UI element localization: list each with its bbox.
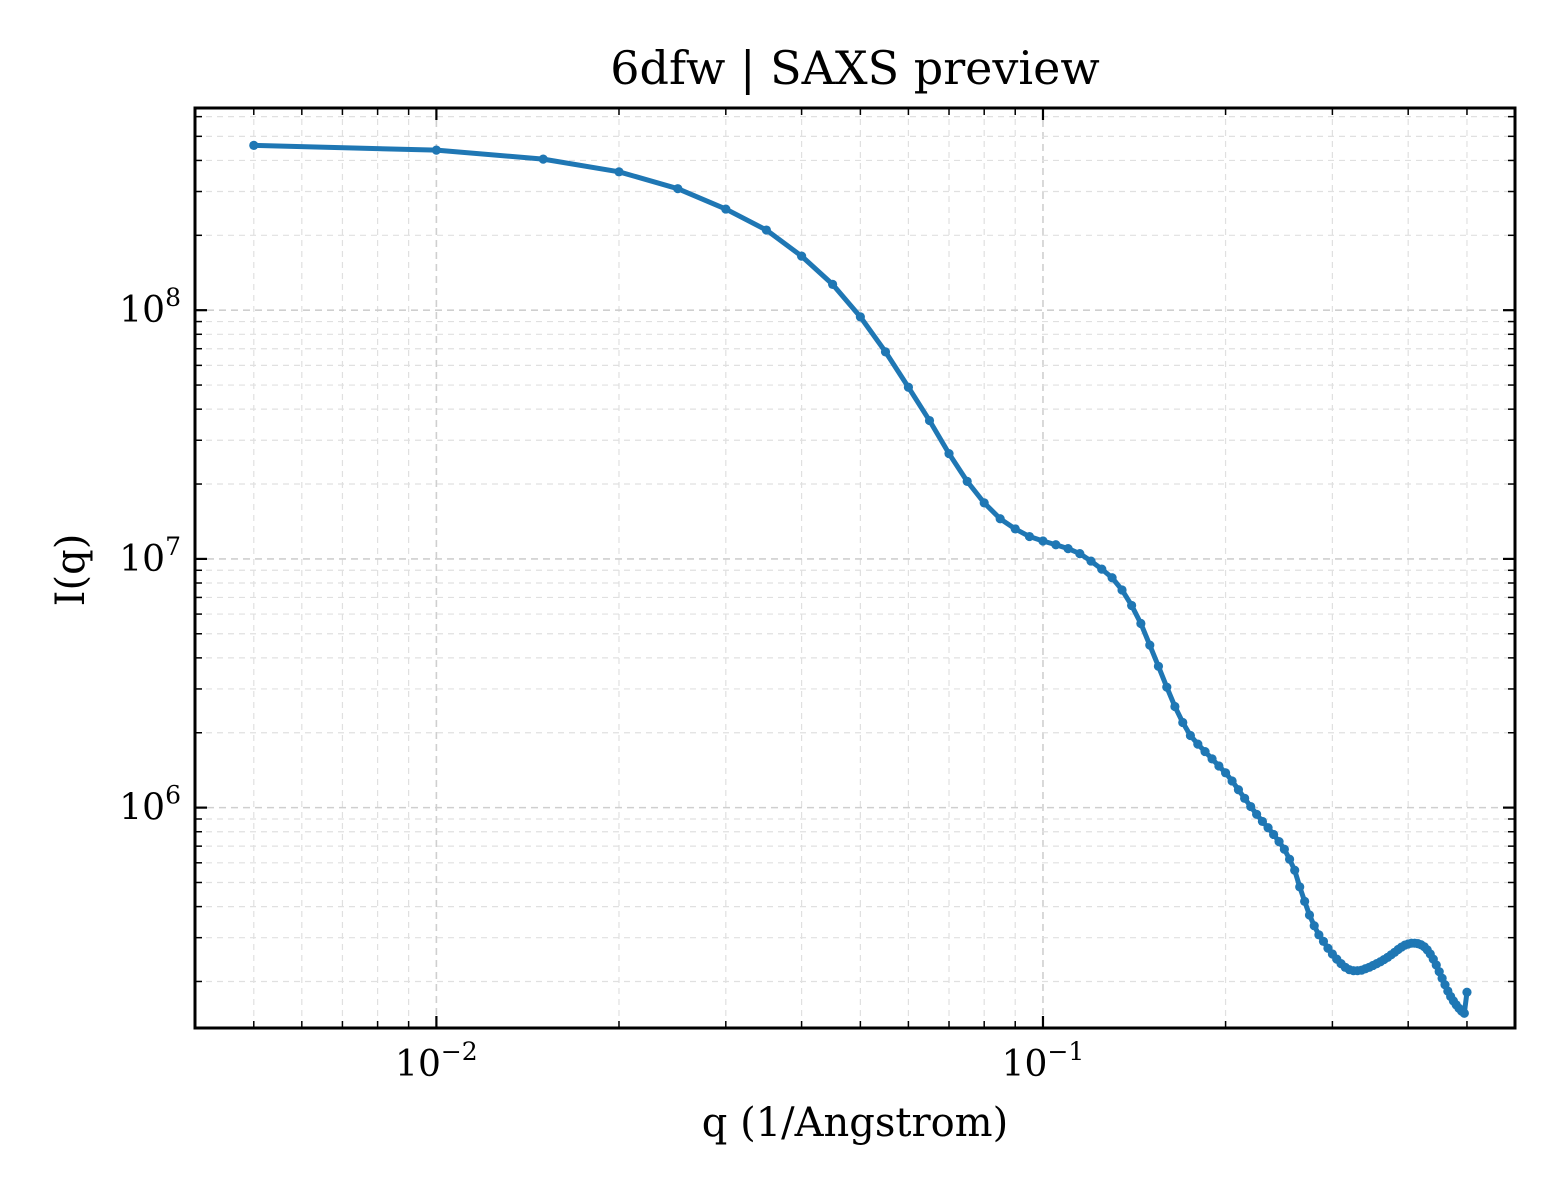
data-point: [1086, 556, 1096, 566]
data-point: [673, 184, 683, 194]
data-point: [924, 415, 935, 426]
x-tick-label: 10−2: [395, 1037, 478, 1085]
data-point: [1309, 921, 1319, 931]
data-point: [828, 279, 838, 289]
data-point: [1117, 585, 1127, 595]
data-point: [1227, 776, 1237, 786]
data-point: [1214, 761, 1224, 771]
data-point: [1314, 930, 1324, 940]
data-point: [1252, 809, 1262, 819]
y-axis-label: I(q): [48, 534, 94, 607]
data-point: [1269, 829, 1279, 840]
data-point: [1300, 896, 1310, 906]
data-point: [1246, 801, 1256, 812]
data-point: [1170, 701, 1180, 712]
data-point: [538, 154, 548, 164]
data-point: [1290, 865, 1300, 875]
data-point: [1318, 936, 1329, 946]
data-point: [1145, 640, 1155, 650]
axis-ticks: [194, 108, 1515, 1028]
data-point: [1240, 793, 1250, 803]
data-point: [1207, 754, 1217, 764]
data-point: [880, 347, 891, 357]
data-point: [1063, 544, 1073, 554]
data-point: [1295, 882, 1305, 892]
data-point: [1274, 837, 1284, 847]
data-point: [1185, 730, 1196, 741]
x-tick-label: 10−1: [1002, 1037, 1085, 1085]
data-point: [1127, 600, 1137, 611]
data-point: [1220, 768, 1231, 778]
data-point: [979, 498, 989, 508]
data-point: [1284, 854, 1295, 864]
data-point: [796, 251, 807, 261]
data-point: [1263, 823, 1273, 833]
data-point: [1107, 573, 1117, 583]
y-tick-label: 108: [119, 283, 181, 331]
x-axis-label: q (1/Angstrom): [702, 1100, 1008, 1146]
data-point: [1304, 910, 1315, 920]
data-point: [431, 145, 441, 155]
data-point: [962, 476, 972, 486]
data-point: [944, 449, 954, 459]
data-point: [1233, 785, 1244, 795]
data-point: [614, 167, 624, 177]
series-layer: [249, 140, 1472, 1018]
data-point: [1257, 816, 1268, 827]
data-point: [1162, 682, 1172, 692]
data-point: [1279, 844, 1289, 854]
data-point: [1038, 536, 1048, 546]
data-point: [1462, 987, 1472, 997]
data-point: [721, 204, 731, 214]
data-point: [995, 514, 1005, 524]
data-point: [1178, 717, 1188, 728]
tick-labels: 10−2 10−1 106 107 108: [119, 283, 1084, 1085]
data-point: [1097, 564, 1107, 574]
data-point: [903, 382, 914, 392]
data-point: [1136, 618, 1146, 629]
data-point: [1010, 524, 1020, 534]
data-point: [249, 140, 259, 150]
y-tick-label: 107: [119, 532, 181, 580]
data-point: [855, 312, 865, 322]
chart-title: 6dfw | SAXS preview: [610, 41, 1099, 95]
data-point: [1459, 1008, 1469, 1018]
grid-lines: [194, 108, 1515, 1028]
data-point: [1200, 746, 1210, 757]
y-tick-label: 106: [119, 781, 181, 829]
data-point: [1051, 540, 1061, 550]
plot-frame: [193, 106, 1517, 1030]
data-point: [1193, 739, 1203, 749]
data-point: [1153, 661, 1164, 671]
data-point: [1024, 531, 1035, 542]
data-point: [1075, 549, 1085, 559]
data-point: [761, 225, 772, 235]
